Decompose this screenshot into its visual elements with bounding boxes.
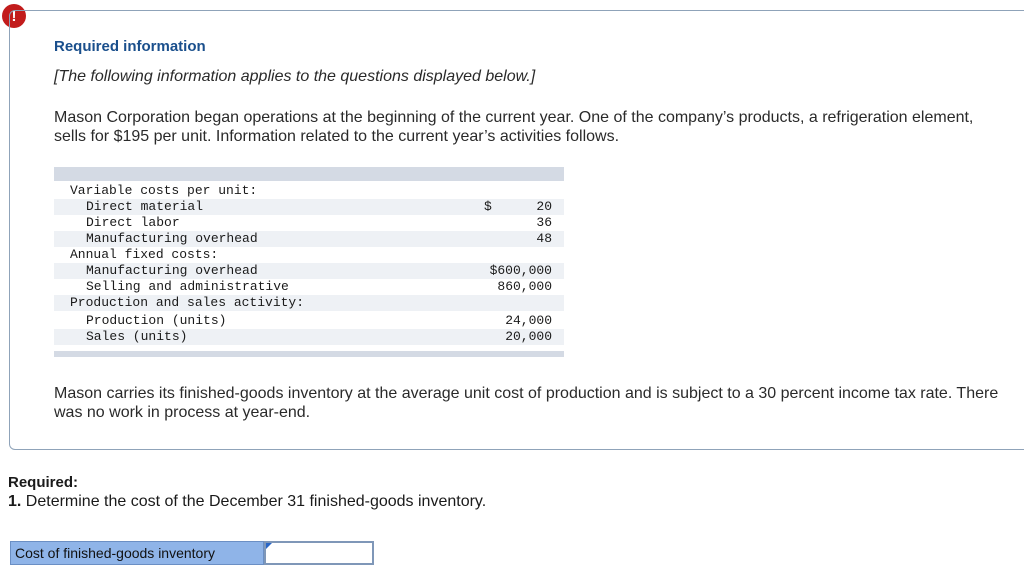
- row-label: Manufacturing overhead: [86, 231, 258, 246]
- table-row: Production and sales activity:: [54, 295, 564, 311]
- row-label: Variable costs per unit:: [70, 183, 258, 198]
- row-label: Annual fixed costs:: [70, 247, 219, 262]
- cost-data-table: Variable costs per unit: Direct material…: [54, 167, 564, 357]
- table-row: Manufacturing overhead 48: [54, 231, 564, 247]
- finished-goods-inventory-input[interactable]: [264, 541, 374, 565]
- row-value: $600,000: [489, 263, 552, 278]
- currency-symbol: $: [484, 199, 492, 214]
- row-value: 48: [536, 231, 552, 246]
- answer-label: Cost of finished-goods inventory: [10, 541, 264, 565]
- table-row: Direct material $ 20: [54, 199, 564, 215]
- question-text: 1. Determine the cost of the December 31…: [8, 493, 486, 511]
- question-number: 1.: [8, 493, 22, 510]
- row-value: 20: [536, 199, 552, 214]
- table-row: Annual fixed costs:: [54, 247, 564, 263]
- row-label: Direct labor: [86, 215, 180, 230]
- table-bottom-bar: [54, 351, 564, 357]
- required-heading: Required:: [8, 474, 79, 491]
- row-label: Production (units): [86, 313, 227, 328]
- table-row: Manufacturing overhead $600,000: [54, 263, 564, 279]
- row-label: Production and sales activity:: [70, 295, 305, 310]
- question-body: Determine the cost of the December 31 fi…: [21, 493, 487, 510]
- table-row: Selling and administrative 860,000: [54, 279, 564, 295]
- table-top-bar: [54, 167, 564, 181]
- row-value: 860,000: [497, 279, 552, 294]
- inventory-paragraph: Mason carries its finished-goods invento…: [54, 385, 999, 421]
- row-value: 36: [536, 215, 552, 230]
- row-label: Selling and administrative: [86, 279, 289, 294]
- alert-icon: !: [2, 4, 26, 28]
- row-value: 24,000: [505, 313, 552, 328]
- intro-note: [The following information applies to th…: [54, 68, 536, 85]
- required-information-title: Required information: [54, 38, 206, 55]
- table-row: Direct labor 36: [54, 215, 564, 231]
- table-row: Variable costs per unit:: [54, 183, 564, 199]
- input-corner-marker-icon: [266, 543, 272, 549]
- row-label: Manufacturing overhead: [86, 263, 258, 278]
- table-row: Production (units) 24,000: [54, 313, 564, 329]
- answer-row: Cost of finished-goods inventory: [10, 541, 374, 565]
- problem-paragraph: Mason Corporation began operations at th…: [54, 109, 974, 145]
- table-row: Sales (units) 20,000: [54, 329, 564, 345]
- row-value: 20,000: [505, 329, 552, 344]
- row-label: Sales (units): [86, 329, 188, 344]
- row-label: Direct material: [86, 199, 204, 214]
- required-information-panel: [9, 10, 1024, 450]
